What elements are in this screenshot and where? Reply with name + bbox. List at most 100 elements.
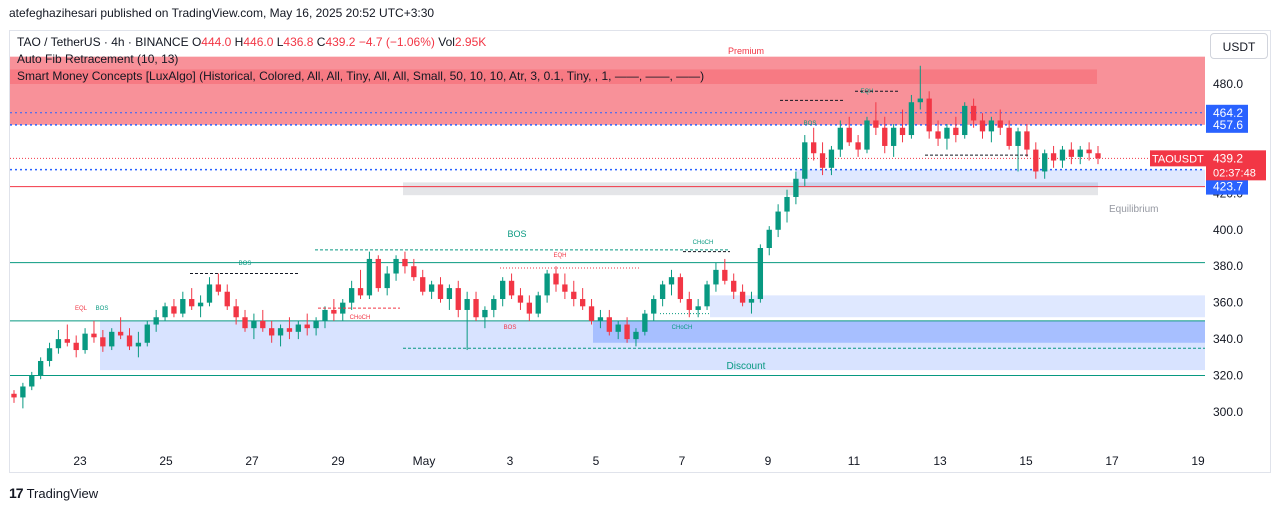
candle-body[interactable] bbox=[402, 258, 408, 267]
candle-body[interactable] bbox=[766, 229, 772, 248]
candle-body[interactable] bbox=[366, 258, 373, 296]
candle-body[interactable] bbox=[855, 142, 861, 150]
candle-body[interactable] bbox=[428, 284, 435, 292]
footer-brand[interactable]: 17 TradingView bbox=[9, 485, 98, 501]
candle-body[interactable] bbox=[935, 131, 941, 139]
candle-body[interactable] bbox=[873, 120, 879, 128]
candle-body[interactable] bbox=[206, 284, 213, 303]
candle-body[interactable] bbox=[348, 288, 355, 303]
candle-body[interactable] bbox=[908, 102, 915, 136]
candle-body[interactable] bbox=[251, 320, 257, 329]
candle-body[interactable] bbox=[1006, 127, 1012, 146]
candle-body[interactable] bbox=[651, 299, 657, 314]
candle-body[interactable] bbox=[571, 291, 577, 300]
candle-body[interactable] bbox=[29, 375, 35, 387]
candle-body[interactable] bbox=[1050, 153, 1057, 161]
candle-body[interactable] bbox=[269, 328, 275, 336]
candle-body[interactable] bbox=[215, 284, 222, 292]
candle-body[interactable] bbox=[46, 348, 53, 361]
candle-body[interactable] bbox=[91, 333, 97, 338]
candle-body[interactable] bbox=[277, 328, 284, 336]
candle-body[interactable] bbox=[517, 295, 524, 303]
candle-body[interactable] bbox=[180, 299, 186, 314]
candle-body[interactable] bbox=[313, 320, 319, 329]
candle-body[interactable] bbox=[82, 333, 88, 351]
candle-body[interactable] bbox=[588, 306, 595, 321]
candle-body[interactable] bbox=[926, 98, 932, 132]
candle-body[interactable] bbox=[748, 299, 755, 303]
candle-body[interactable] bbox=[677, 277, 684, 300]
candle-body[interactable] bbox=[979, 120, 986, 132]
candle-body[interactable] bbox=[446, 288, 453, 300]
candle-body[interactable] bbox=[606, 317, 612, 332]
candle-body[interactable] bbox=[970, 105, 977, 121]
candle-body[interactable] bbox=[899, 127, 906, 136]
candle-body[interactable] bbox=[624, 324, 630, 340]
candle-body[interactable] bbox=[73, 342, 79, 351]
candle-body[interactable] bbox=[962, 105, 968, 136]
candle-body[interactable] bbox=[1077, 149, 1083, 157]
candle-body[interactable] bbox=[482, 309, 488, 318]
candle-body[interactable] bbox=[837, 127, 843, 150]
candle-body[interactable] bbox=[562, 284, 568, 292]
candle-body[interactable] bbox=[437, 284, 444, 300]
candle-body[interactable] bbox=[260, 320, 266, 329]
candle-body[interactable] bbox=[668, 277, 675, 285]
candle-body[interactable] bbox=[1024, 131, 1030, 150]
candle-body[interactable] bbox=[144, 324, 150, 343]
candle-body[interactable] bbox=[286, 328, 293, 332]
candle-body[interactable] bbox=[1015, 131, 1021, 146]
candle-body[interactable] bbox=[242, 317, 248, 329]
candle-body[interactable] bbox=[659, 284, 666, 300]
candle-body[interactable] bbox=[304, 324, 310, 329]
candle-body[interactable] bbox=[757, 248, 764, 300]
candle-body[interactable] bbox=[784, 196, 790, 212]
candle-body[interactable] bbox=[473, 299, 479, 318]
candle-body[interactable] bbox=[1068, 149, 1075, 157]
candle-body[interactable] bbox=[544, 273, 550, 296]
candle-body[interactable] bbox=[553, 273, 559, 285]
candle-body[interactable] bbox=[642, 313, 648, 332]
candle-body[interactable] bbox=[20, 386, 26, 398]
candle-body[interactable] bbox=[704, 284, 710, 307]
candle-body[interactable] bbox=[890, 127, 897, 146]
candle-body[interactable] bbox=[224, 291, 230, 307]
candle-body[interactable] bbox=[739, 291, 746, 303]
candle-body[interactable] bbox=[1086, 149, 1092, 154]
candle-body[interactable] bbox=[1033, 149, 1039, 172]
candle-body[interactable] bbox=[233, 306, 239, 318]
candle-body[interactable] bbox=[455, 288, 461, 310]
candle-body[interactable] bbox=[713, 269, 719, 285]
currency-button[interactable]: USDT bbox=[1210, 33, 1268, 59]
candle-body[interactable] bbox=[988, 120, 995, 132]
candle-body[interactable] bbox=[357, 288, 364, 296]
candle-body[interactable] bbox=[819, 153, 826, 168]
candle-body[interactable] bbox=[1042, 153, 1048, 172]
candle-body[interactable] bbox=[722, 269, 728, 281]
candle-body[interactable] bbox=[109, 331, 115, 347]
candle-body[interactable] bbox=[171, 306, 177, 314]
indicator-fib-legend[interactable]: Auto Fib Retracement (10, 13) bbox=[17, 52, 179, 66]
candle-body[interactable] bbox=[500, 280, 506, 300]
candle-body[interactable] bbox=[846, 127, 852, 143]
candle-body[interactable] bbox=[535, 295, 541, 314]
candle-body[interactable] bbox=[775, 211, 781, 230]
candle-body[interactable] bbox=[944, 127, 950, 139]
candle-body[interactable] bbox=[1095, 153, 1101, 159]
candle-body[interactable] bbox=[11, 393, 17, 398]
candle-body[interactable] bbox=[579, 299, 586, 307]
indicator-smc-legend[interactable]: Smart Money Concepts [LuxAlgo] (Historic… bbox=[17, 69, 705, 83]
candle-body[interactable] bbox=[997, 120, 1003, 128]
candle-body[interactable] bbox=[882, 127, 888, 146]
candle-body[interactable] bbox=[464, 299, 470, 310]
candle-body[interactable] bbox=[491, 299, 497, 310]
candle-body[interactable] bbox=[411, 266, 417, 278]
candle-body[interactable] bbox=[526, 302, 533, 314]
candle-body[interactable] bbox=[331, 309, 337, 314]
candle-body[interactable] bbox=[64, 339, 70, 343]
candle-body[interactable] bbox=[340, 302, 346, 314]
candle-body[interactable] bbox=[189, 299, 195, 307]
candle-body[interactable] bbox=[393, 258, 399, 274]
candle-body[interactable] bbox=[811, 142, 817, 154]
